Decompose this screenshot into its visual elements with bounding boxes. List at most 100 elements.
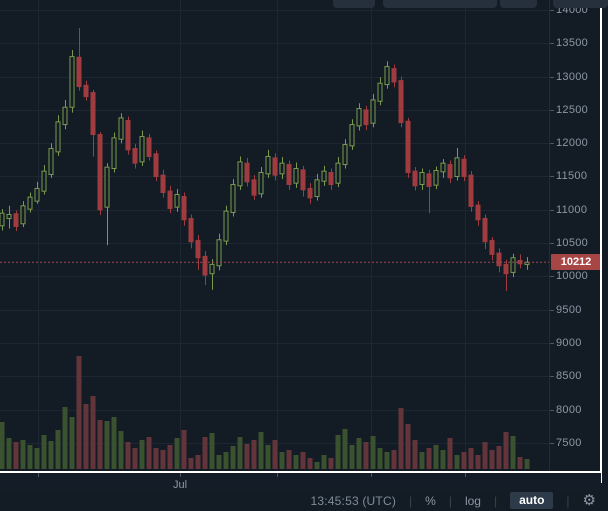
volume-bar [41,435,47,469]
volume-bar [300,452,306,469]
candle-body [265,156,271,175]
time-tick-mark [180,473,181,477]
time-tick-mark [277,473,278,477]
volume-bar [132,448,138,469]
candle-body [132,148,138,164]
volume-bar [363,442,369,469]
candle-body [279,162,285,175]
volume-bar [447,438,453,469]
volume-bar [34,448,40,469]
candle-body [13,213,19,227]
candle-body [153,153,159,178]
volume-bar [20,440,26,469]
candle-body [181,195,187,221]
candle-body [349,124,355,147]
clock-utc-button[interactable]: 13:45:53 (UTC) [310,493,397,508]
price-tick-label: 9500 [556,304,582,316]
time-axis-month-label: Jul [172,479,188,491]
volume-bar [118,431,124,469]
volume-bar [349,445,355,469]
toolbar-button-stub[interactable] [500,0,537,8]
volume-bar [83,404,89,469]
candle-body [293,168,299,184]
candle-body [384,66,390,86]
volume-bar [111,417,117,469]
candle-body [356,108,362,127]
time-tick-mark [38,473,39,477]
volume-bar [104,421,110,469]
price-tick-label: 13500 [556,37,589,49]
candle-body [167,190,173,209]
price-tick-label: 8000 [556,404,582,416]
volume-bar [370,436,376,469]
price-tick-mark [550,343,554,344]
price-tick-mark [550,276,554,277]
volume-bar [321,455,327,469]
volume-bar [426,448,432,469]
price-axis[interactable]: 10212 14000 13500 13000 12500 12000 11500 1100… [549,0,602,471]
candle-body [69,56,75,108]
toolbar-button-stub[interactable] [383,0,497,8]
price-tick-mark [550,310,554,311]
candlestick-chart[interactable] [0,0,601,471]
candle-body [475,204,481,221]
volume-bar [293,455,299,469]
toolbar-button-stub[interactable] [333,0,375,8]
candle-body [202,255,208,276]
volume-bar [342,429,348,469]
volume-bar [209,433,215,469]
candle-body [342,144,348,166]
volume-bar [496,446,502,469]
price-axis-separator-line [600,0,602,483]
volume-bar [272,440,278,469]
candle-body [426,173,432,187]
volume-bar [440,450,446,469]
volume-bar [48,441,54,469]
volume-bar [153,448,159,469]
candle-body [405,120,411,174]
candle-body [370,99,376,124]
time-axis[interactable]: Jul [0,473,601,491]
candle-body [83,84,89,98]
volume-bar [328,458,334,469]
volume-bar [412,440,418,469]
current-price-label: 10212 [551,254,601,270]
candle-body [104,166,110,208]
candle-body [489,239,495,255]
volume-bar [223,452,229,469]
gear-icon[interactable]: ⚙ [582,492,596,509]
candle-body [209,263,215,275]
candle-body [272,157,278,176]
log-scale-button[interactable]: log [464,493,481,508]
volume-bar [265,445,271,469]
volume-bar [27,445,33,469]
volume-bar [398,408,404,469]
volume-bar [286,450,292,469]
price-tick-mark [550,243,554,244]
toolbar-button-stub[interactable] [553,0,608,8]
candle-body [97,134,103,211]
volume-bar [405,424,411,469]
candle-body [300,169,306,191]
volume-bar [384,452,390,469]
auto-scale-button[interactable]: auto [510,492,554,509]
candle-body [258,172,264,195]
candle-body [48,148,54,176]
volume-bar [377,448,383,469]
volume-bar [139,440,145,469]
candle-body [377,82,383,102]
candle-body [195,239,201,259]
volume-bar [160,450,166,469]
candle-body [0,212,5,227]
candle-body [125,120,131,151]
price-tick-label: 12500 [556,104,589,116]
price-tick-label: 9000 [556,337,582,349]
percent-scale-button[interactable]: % [425,493,436,508]
volume-bar [510,436,516,469]
price-tick-mark [550,410,554,411]
price-tick-mark [550,143,554,144]
volume-bar [76,356,82,469]
price-tick-mark [550,176,554,177]
price-tick-mark [550,110,554,111]
